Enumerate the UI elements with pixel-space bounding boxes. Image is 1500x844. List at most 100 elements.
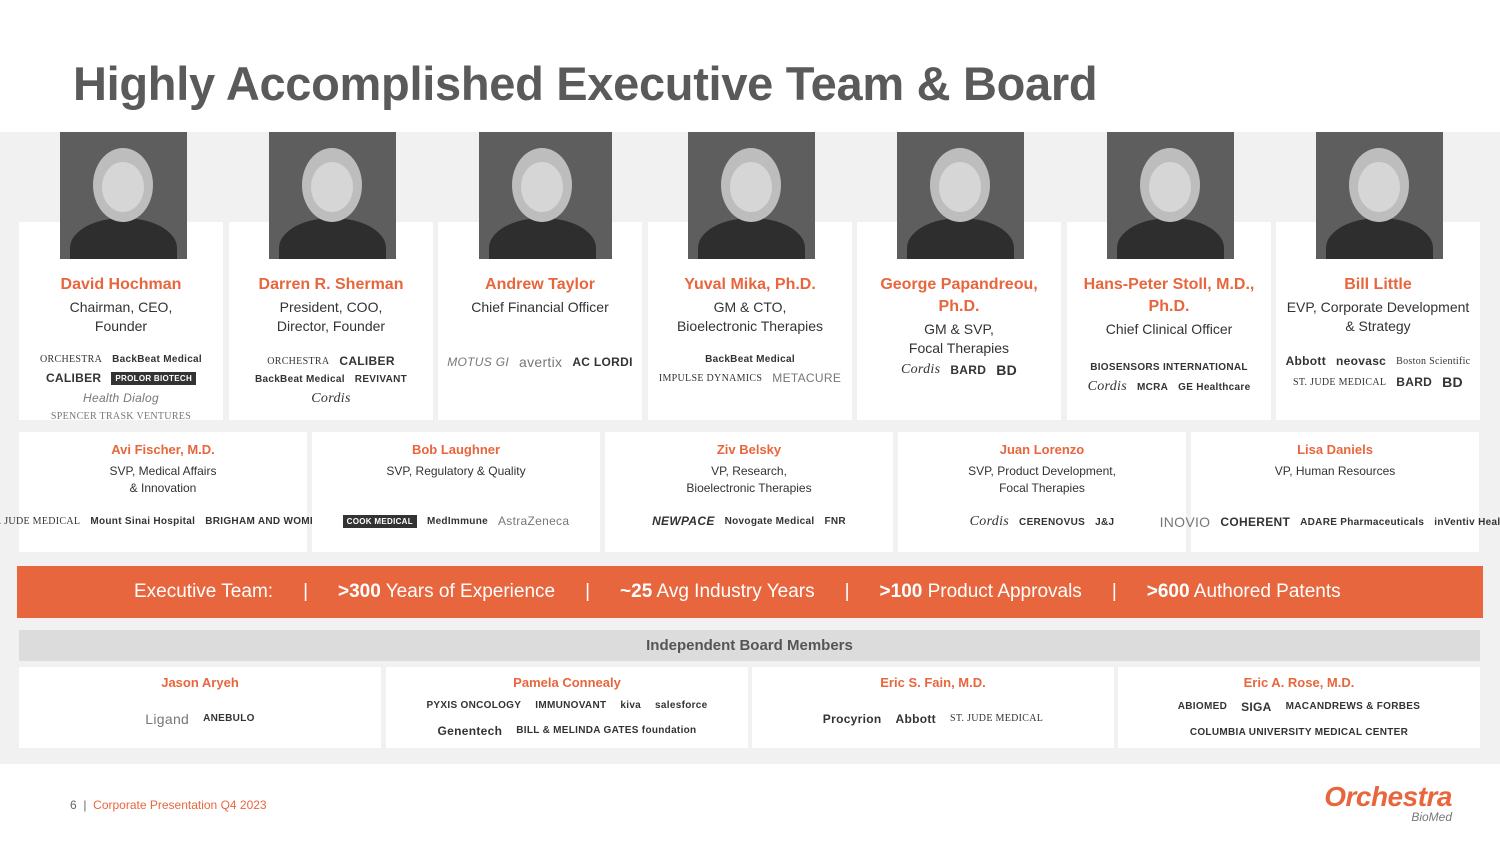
company-logo: Novogate Medical <box>724 515 815 527</box>
team-member-name: Avi Fischer, M.D. <box>111 442 215 457</box>
company-logo: GE Healthcare <box>1178 381 1251 393</box>
stat-patents: >600 Authored Patents <box>1146 581 1341 602</box>
executive-role: Chief Financial Officer <box>471 299 609 315</box>
executive-role: Chief Clinical Officer <box>1105 321 1233 337</box>
company-logo: COHERENT <box>1220 515 1291 529</box>
company-logos: Ligand ANEBULO <box>29 695 371 742</box>
company-logo: SPENCER TRASK VENTURES <box>50 411 192 422</box>
company-logo: Abbott <box>895 711 936 726</box>
board-member-card: Eric A. Rose, M.D. ABIOMED SIGA MACANDREWS … <box>1118 667 1480 748</box>
company-logo: ANEBULO <box>203 713 255 724</box>
slide-title: Highly Accomplished Executive Team & Boa… <box>73 57 1098 110</box>
company-logo: salesforce <box>655 699 708 711</box>
company-logo: Genentech <box>437 723 503 738</box>
company-logo: BackBeat Medical <box>254 374 345 385</box>
company-logo: neovasc <box>1336 354 1387 368</box>
executive-name: Bill Little <box>1344 276 1412 293</box>
company-logo: FNR <box>824 515 846 527</box>
executive-photo <box>1316 132 1443 259</box>
company-logo: Procyrion <box>822 711 882 726</box>
company-logo: CALIBER <box>339 354 395 368</box>
company-logo: COLUMBIA UNIVERSITY MEDICAL CENTER <box>1189 726 1409 738</box>
board-member-name: Jason Aryeh <box>161 675 239 690</box>
company-logo: SIGA <box>1241 699 1272 714</box>
company-logo: AC LORDI <box>572 355 633 369</box>
company-logo: inVentiv Health <box>1434 516 1500 528</box>
company-logo: INOVIO <box>1159 514 1211 530</box>
company-logos: ABIOMED SIGA MACANDREWS & FORBES COLUMBIA U… <box>1128 695 1470 742</box>
stat-years: >300 Years of Experience <box>338 581 556 602</box>
stat-avg-years: ~25 Avg Industry Years <box>620 581 815 602</box>
executive-photo <box>269 132 396 259</box>
executive-role: Chairman, CEO, Founder <box>69 299 173 334</box>
company-logo: Cordis <box>311 391 351 406</box>
stat-approvals: >100 Product Approvals <box>879 581 1082 602</box>
team-member-name: Lisa Daniels <box>1297 442 1373 457</box>
company-logo: ST. JUDE MEDICAL <box>0 515 81 527</box>
company-logos: Procyrion Abbott ST. JUDE MEDICAL <box>762 695 1104 742</box>
company-logo: BRIGHAM AND WOMEN'S HOSPITAL <box>205 515 390 527</box>
company-logos: Cordis CERENOVUS J&J <box>904 514 1180 530</box>
company-logo: Boston Scientific <box>1396 355 1471 367</box>
executive-photo <box>1107 132 1234 259</box>
company-logos: PYXIS ONCOLOGY IMMUNOVANT kiva salesforce Ge… <box>396 695 738 742</box>
company-logo: BARD <box>950 363 987 377</box>
company-logo: Cordis <box>969 514 1010 529</box>
company-logo: IMMUNOVANT <box>535 699 607 711</box>
executive-photo <box>479 132 612 259</box>
company-logo: MOTUS GI <box>447 355 509 369</box>
executive-stats-banner: Executive Team: | >300 Years of Experien… <box>17 566 1483 618</box>
board-member-name: Eric S. Fain, M.D. <box>880 675 986 690</box>
company-logo: J&J <box>1095 516 1115 528</box>
company-logo: kiva <box>620 699 642 711</box>
company-logo: ST. JUDE MEDICAL <box>949 713 1044 724</box>
company-logo: Mount Sinai Hospital <box>90 515 196 527</box>
company-logo: Health Dialog <box>83 391 159 405</box>
executive-name: David Hochman <box>60 276 182 293</box>
team-member-card: Lisa Daniels VP, Human Resources INOVIO COH… <box>1160 432 1500 552</box>
company-logo: Abbott <box>1285 354 1327 368</box>
team-member-card: Bob Laughner SVP, Regulatory & Quality COO… <box>312 432 600 552</box>
team-member-name: Ziv Belsky <box>716 442 782 457</box>
executive-name: Andrew Taylor <box>485 276 595 293</box>
board-member-card: Pamela Connealy PYXIS ONCOLOGY IMMUNOVANT k… <box>386 667 748 748</box>
executive-photo <box>60 132 187 259</box>
company-logo: ABIOMED <box>1177 701 1228 712</box>
company-logo: ORCHESTRA <box>40 354 103 365</box>
orchestra-biomed-logo: Orchestra BioMed <box>1324 781 1452 824</box>
team-member-card: Ziv Belsky VP, Research, Bioelectronic The… <box>605 432 893 552</box>
company-logo: ORCHESTRA <box>267 355 330 367</box>
company-logo: BD <box>1442 374 1463 390</box>
company-logo: BARD <box>1396 375 1433 389</box>
executive-photo <box>897 132 1024 259</box>
team-member-role: VP, Research, Bioelectronic Therapies <box>686 464 812 495</box>
company-logo: Cordis <box>1087 379 1127 394</box>
company-logo: BILL & MELINDA GATES foundation <box>516 725 697 736</box>
team-member-card: Avi Fischer, M.D. SVP, Medical Affairs & I… <box>0 432 389 552</box>
company-logo: ST. JUDE MEDICAL <box>1293 376 1387 388</box>
board-member-name: Pamela Connealy <box>513 675 621 690</box>
executive-photo <box>688 132 815 259</box>
company-logo: MACANDREWS & FORBES <box>1285 701 1421 712</box>
company-logo: BackBeat Medical <box>112 354 202 365</box>
company-logo: avertix <box>518 354 563 370</box>
company-logo: PROLOR BIOTECH <box>111 371 197 385</box>
team-member-role: SVP, Medical Affairs & Innovation <box>109 464 217 495</box>
company-logos: Cordis BARD BD <box>863 362 1055 378</box>
team-member-role: SVP, Regulatory & Quality <box>386 464 526 478</box>
page-number: 6 <box>70 798 77 812</box>
team-member-role: VP, Human Resources <box>1274 464 1396 478</box>
company-logo: BackBeat Medical <box>705 354 795 365</box>
company-logo: CALIBER <box>45 371 102 385</box>
team-member-name: Juan Lorenzo <box>999 442 1085 457</box>
company-logo: METACURE <box>772 371 842 385</box>
company-logos: ORCHESTRA CALIBER BackBeat Medical REVIVANT… <box>235 354 427 407</box>
executive-card: Darren R. Sherman President, COO, Director… <box>229 222 433 420</box>
executive-name: George Papandreou, Ph.D. <box>880 276 1038 315</box>
company-logo: Cordis <box>900 362 941 377</box>
footer-text: Corporate Presentation Q4 2023 <box>93 798 267 812</box>
executive-name: Darren R. Sherman <box>258 276 404 293</box>
company-logo: CERENOVUS <box>1019 516 1086 528</box>
company-logos: ORCHESTRA BackBeat Medical CALIBER PROLOR B… <box>25 354 217 422</box>
